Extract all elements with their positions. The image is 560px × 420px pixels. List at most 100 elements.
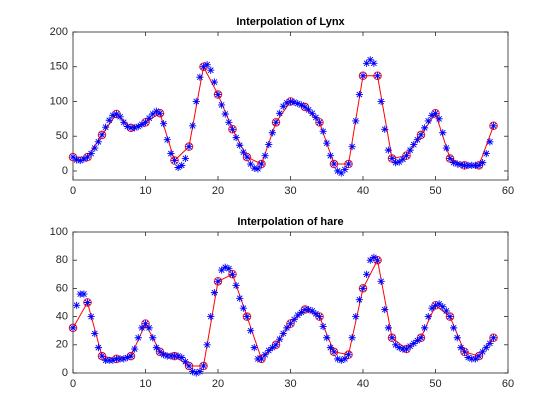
asterisk-marker	[489, 334, 498, 342]
asterisk-marker	[388, 154, 396, 163]
circle-marker	[445, 312, 455, 321]
asterisk-marker	[112, 110, 121, 118]
asterisk-marker	[363, 270, 371, 278]
asterisk-marker	[160, 120, 168, 128]
x-tick-label: 50	[429, 378, 441, 390]
asterisk-marker	[460, 348, 469, 356]
asterisk-marker	[174, 163, 182, 172]
asterisk-marker	[428, 111, 436, 119]
asterisk-marker	[141, 320, 150, 328]
y-tick-label: 20	[56, 339, 68, 351]
asterisk-marker	[359, 284, 367, 292]
circle-marker	[199, 361, 208, 371]
asterisk-marker	[163, 352, 171, 360]
x-tick-label: 60	[502, 378, 514, 390]
circle-marker	[141, 319, 150, 328]
asterisk-marker	[80, 290, 88, 298]
circle-marker	[489, 333, 498, 343]
circle-marker	[286, 319, 295, 328]
asterisk-marker	[141, 118, 150, 126]
asterisk-marker	[431, 301, 440, 309]
asterisk-marker	[410, 140, 418, 149]
asterisk-marker	[460, 161, 469, 170]
asterisk-marker	[257, 160, 266, 168]
asterisk-marker	[257, 355, 266, 363]
asterisk-marker	[377, 97, 385, 106]
asterisk-marker	[410, 339, 418, 347]
asterisk-marker	[471, 161, 479, 170]
asterisk-marker	[355, 296, 363, 304]
asterisk-marker	[149, 110, 157, 118]
asterisk-marker	[431, 109, 440, 117]
circle-marker	[97, 351, 107, 361]
asterisk-marker	[406, 146, 414, 154]
asterisk-marker	[479, 348, 487, 356]
asterisk-marker	[120, 118, 128, 126]
circle-marker	[257, 159, 266, 169]
asterisk-marker	[435, 300, 443, 308]
asterisk-marker	[207, 313, 215, 321]
circle-marker	[68, 323, 78, 333]
asterisk-marker	[120, 355, 128, 363]
asterisk-marker	[312, 113, 320, 122]
asterisk-marker	[207, 66, 215, 74]
asterisk-marker	[131, 124, 139, 132]
asterisk-marker	[196, 367, 204, 376]
asterisk-marker	[373, 256, 382, 264]
asterisk-marker	[305, 106, 313, 114]
asterisk-marker	[236, 294, 244, 302]
asterisk-marker	[384, 146, 392, 154]
asterisk-marker	[326, 152, 334, 160]
asterisk-marker	[261, 351, 269, 359]
asterisk-marker	[203, 61, 211, 69]
asterisk-marker	[283, 324, 291, 332]
asterisk-marker	[283, 99, 291, 107]
asterisk-marker	[149, 334, 157, 342]
asterisk-marker	[199, 63, 208, 71]
circle-marker	[460, 347, 469, 357]
circle-marker	[315, 118, 324, 127]
asterisk-marker	[424, 117, 432, 125]
asterisk-marker	[464, 353, 472, 362]
asterisk-marker	[279, 329, 287, 338]
asterisk-marker	[326, 344, 334, 352]
asterisk-marker	[276, 335, 284, 343]
asterisk-marker	[189, 122, 197, 130]
asterisk-marker	[76, 156, 84, 165]
asterisk-marker	[417, 131, 425, 139]
asterisk-marker	[116, 355, 124, 363]
asterisk-marker	[203, 341, 211, 349]
asterisk-marker	[392, 341, 400, 349]
x-tick-label: 30	[284, 185, 296, 197]
asterisk-marker	[145, 114, 153, 122]
asterisk-marker	[370, 59, 378, 67]
circle-marker	[387, 154, 397, 163]
asterisk-marker	[261, 152, 269, 160]
asterisk-marker	[453, 334, 461, 342]
asterisk-marker	[406, 342, 414, 350]
circle-marker	[329, 347, 339, 357]
x-tick-label: 50	[429, 185, 441, 197]
asterisk-marker	[80, 155, 88, 163]
x-tick-label: 0	[70, 378, 76, 390]
y-tick-label: 100	[50, 226, 68, 238]
asterisk-marker	[323, 334, 331, 342]
circle-marker	[271, 118, 281, 127]
asterisk-marker	[366, 256, 374, 264]
asterisk-marker	[341, 355, 349, 363]
asterisk-marker	[181, 154, 189, 163]
asterisk-marker	[341, 165, 349, 174]
asterisk-marker	[218, 266, 226, 274]
asterisk-marker	[160, 351, 168, 359]
asterisk-marker	[87, 313, 95, 321]
asterisk-marker	[105, 356, 113, 364]
asterisk-marker	[384, 324, 392, 332]
asterisk-marker	[330, 348, 338, 356]
circle-marker	[228, 125, 237, 134]
asterisk-marker	[417, 334, 425, 342]
asterisk-marker	[373, 72, 382, 80]
asterisk-marker	[334, 167, 342, 175]
x-tick-label: 30	[284, 378, 296, 390]
circle-marker	[184, 142, 194, 151]
asterisk-marker	[421, 124, 429, 132]
